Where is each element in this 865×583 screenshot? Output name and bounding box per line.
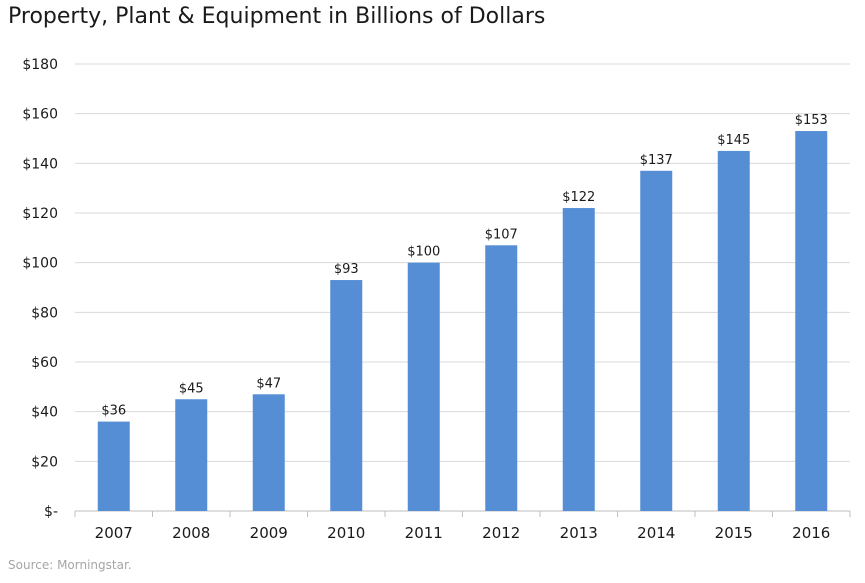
x-tick-label: 2016 xyxy=(792,524,830,542)
data-label: $153 xyxy=(795,113,828,128)
bar xyxy=(717,150,750,511)
bar xyxy=(640,170,673,512)
x-tick-label: 2008 xyxy=(172,524,210,542)
data-label: $93 xyxy=(334,262,359,277)
data-label: $145 xyxy=(717,133,750,148)
y-tick-label: $40 xyxy=(31,405,58,421)
data-label: $36 xyxy=(101,404,126,419)
y-tick-label: $- xyxy=(44,504,58,520)
y-tick-label: $60 xyxy=(31,355,58,371)
bar xyxy=(407,262,440,511)
x-tick-label: 2009 xyxy=(250,524,288,542)
data-label: $100 xyxy=(407,245,440,260)
data-label: $122 xyxy=(562,190,595,205)
source-note: Source: Morningstar. xyxy=(8,558,132,572)
y-tick-label: $100 xyxy=(22,256,58,272)
x-tick-label: 2015 xyxy=(715,524,753,542)
data-label: $47 xyxy=(256,376,281,391)
bar xyxy=(562,208,595,512)
bar xyxy=(485,245,518,512)
chart-title: Property, Plant & Equipment in Billions … xyxy=(8,4,546,29)
x-tick-label: 2007 xyxy=(95,524,133,542)
data-label: $45 xyxy=(179,381,204,396)
y-tick-label: $140 xyxy=(22,156,58,172)
data-label: $137 xyxy=(640,153,673,168)
bar xyxy=(97,421,130,511)
data-label: $107 xyxy=(485,227,518,242)
x-tick-label: 2011 xyxy=(405,524,443,542)
y-tick-label: $120 xyxy=(22,206,58,222)
x-tick-label: 2012 xyxy=(482,524,520,542)
y-tick-label: $160 xyxy=(22,107,58,123)
bar xyxy=(252,394,285,511)
x-tick-label: 2014 xyxy=(637,524,675,542)
bar xyxy=(330,280,363,511)
x-tick-label: 2013 xyxy=(560,524,598,542)
y-tick-label: $20 xyxy=(31,454,58,470)
bar xyxy=(175,399,208,511)
bar xyxy=(795,131,828,512)
y-tick-label: $80 xyxy=(31,305,58,321)
x-tick-label: 2010 xyxy=(327,524,365,542)
y-tick-label: $180 xyxy=(22,57,58,73)
